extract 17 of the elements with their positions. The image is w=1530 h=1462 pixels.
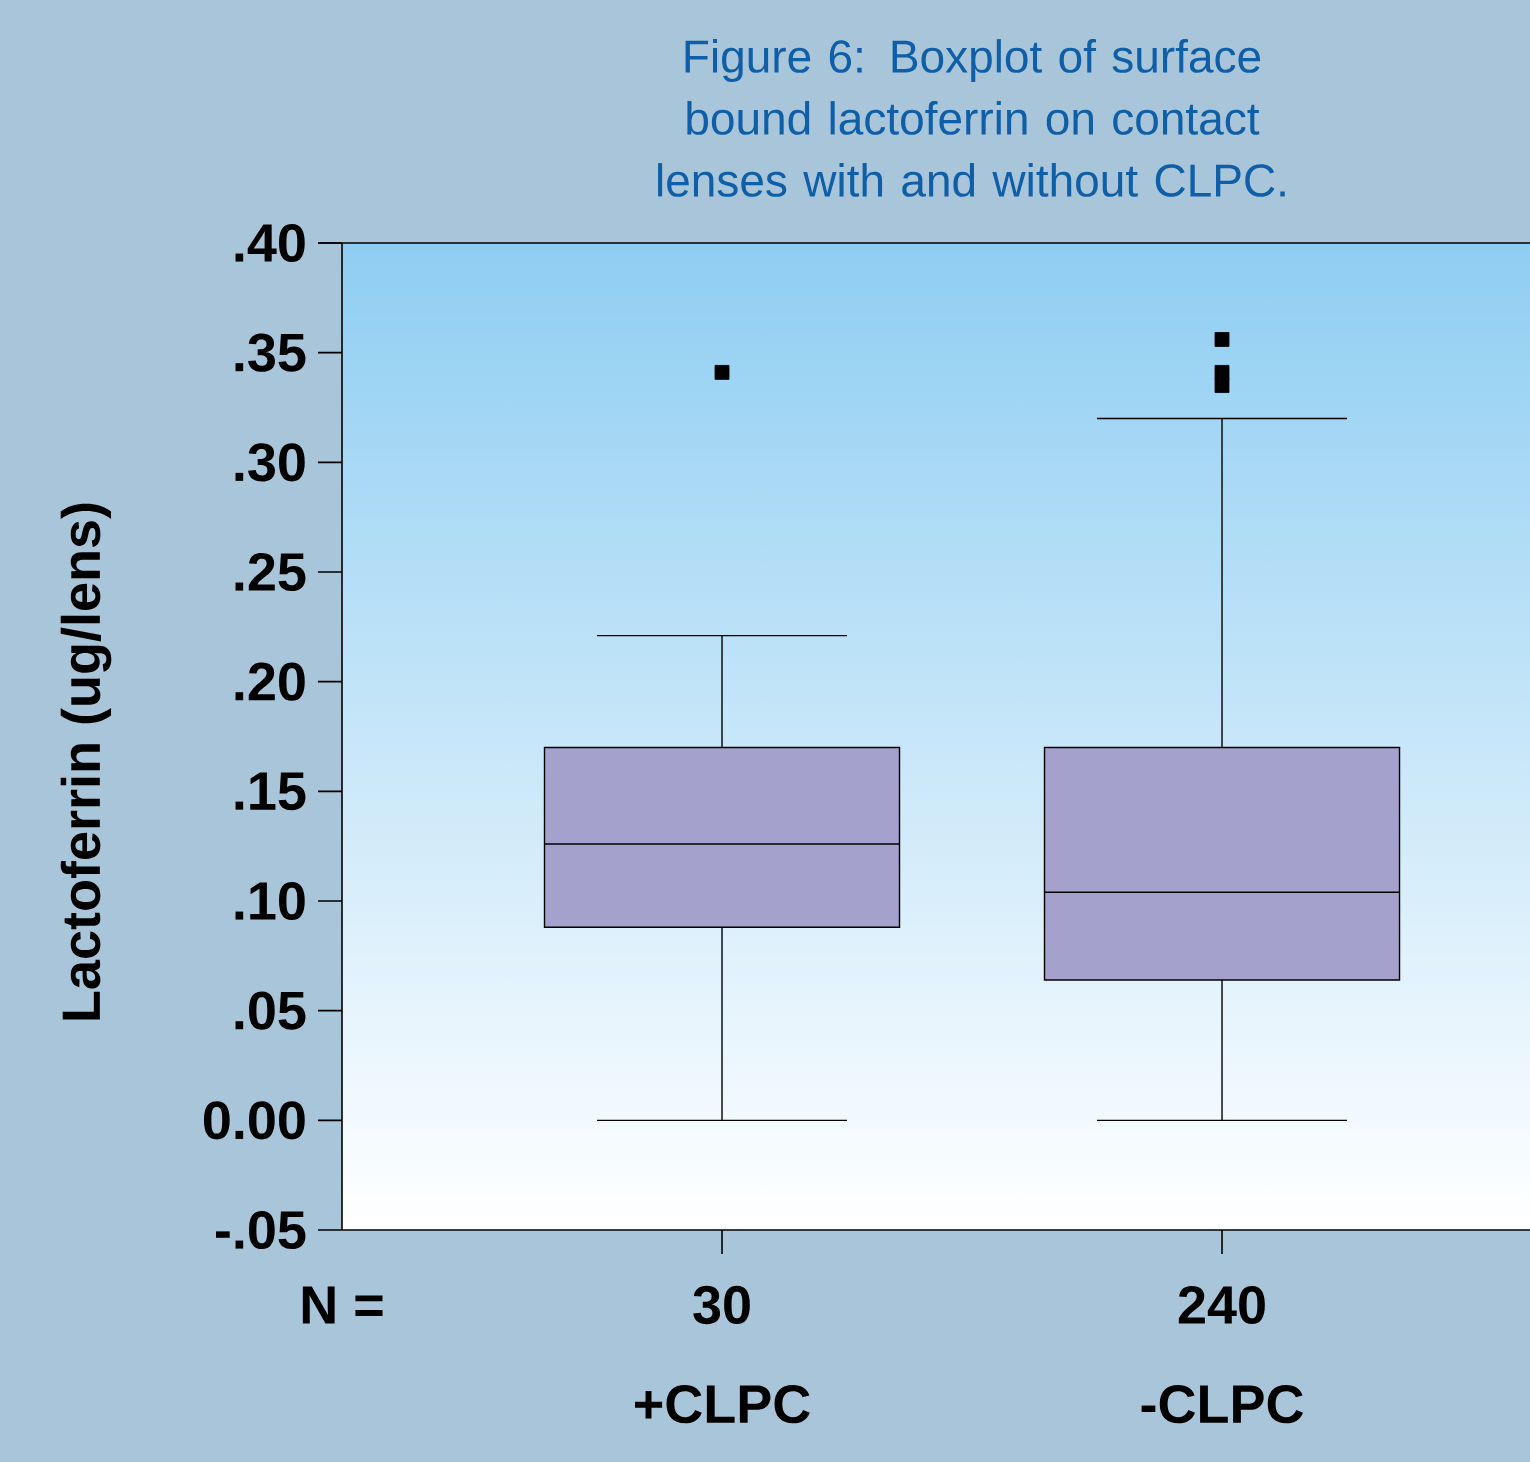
y-axis-title: Lactoferrin (ug/lens)	[60, 503, 112, 1020]
y-tick-label: .15	[235, 772, 306, 811]
y-tick-label: .25	[235, 552, 306, 592]
y-tick-label: .30	[235, 443, 305, 482]
y-tick-label: -.05	[215, 1210, 306, 1250]
text: 30	[693, 1285, 750, 1325]
x-tick-label: +CLPC	[635, 1385, 810, 1424]
y-tick-label: .40	[235, 223, 305, 263]
y-tick-label: 0.00	[203, 1101, 305, 1140]
y-tick-label: .10	[235, 881, 305, 921]
text: 240	[1178, 1285, 1265, 1325]
x-tick-label: -CLPC	[1141, 1385, 1304, 1424]
chart-title: Figure 6: Boxplot of surface bound lactoferrin on contact lenses with and without CLPC.	[658, 39, 1285, 197]
y-tick-label: .35	[235, 333, 306, 372]
text: N =	[302, 1286, 383, 1324]
y-tick-label: .20	[235, 662, 305, 701]
y-tick-label: .05	[235, 991, 306, 1030]
